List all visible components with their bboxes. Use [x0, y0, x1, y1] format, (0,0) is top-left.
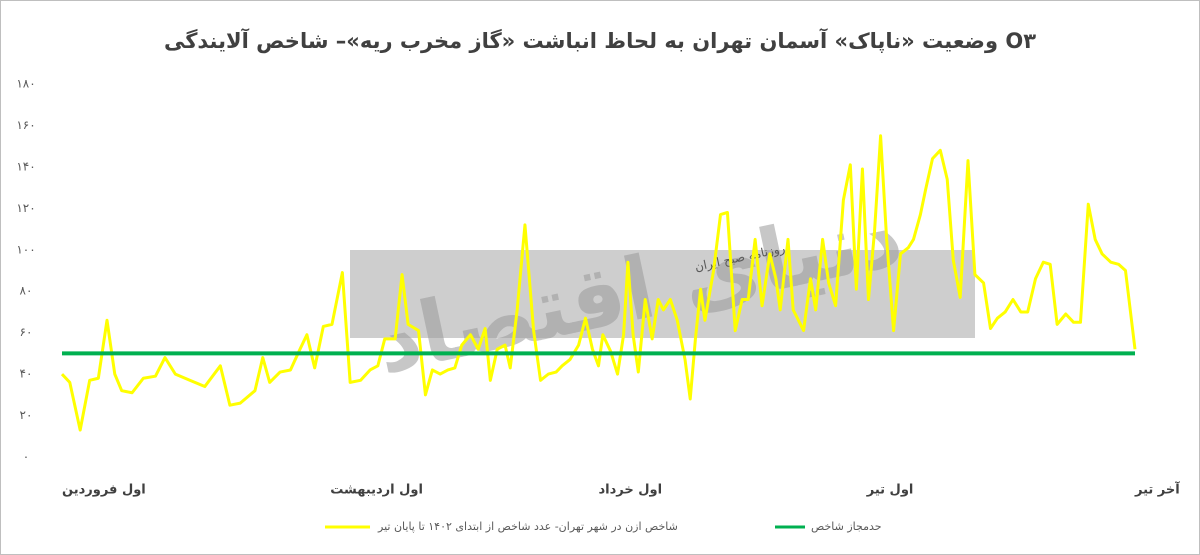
y-tick-label: ۸۰ — [20, 284, 33, 298]
series-line — [60, 134, 1137, 432]
y-tick-label: ۲۰ — [20, 408, 33, 422]
y-tick-label: ۱۸۰ — [16, 77, 35, 91]
y-tick-label: ۱۲۰ — [16, 201, 35, 215]
y-tick-label: ۱۴۰ — [16, 159, 35, 173]
x-tick-label: اول تیر — [866, 483, 914, 498]
x-tick-label: آخر تیر — [1134, 481, 1180, 498]
y-tick-label: ۱۶۰ — [16, 118, 35, 132]
y-tick-label: ۱۰۰ — [16, 242, 35, 256]
x-tick-label: اول اردیبهشت — [330, 483, 423, 498]
chart-title: وضعیت «ناپاک» آسمان تهران به لحاظ انباشت… — [164, 28, 1036, 53]
x-tick-label: اول فروردین — [62, 483, 146, 498]
legend-label: حدمجاز شاخص — [811, 520, 882, 533]
legend-label: شاخص ازن در شهر تهران- عدد شاخص از ابتدا… — [377, 520, 678, 533]
x-tick-label: اول خرداد — [599, 483, 663, 498]
y-tick-label: ۶۰ — [20, 325, 33, 339]
y-tick-label: ۰ — [23, 450, 29, 464]
y-tick-label: ۴۰ — [20, 367, 33, 381]
